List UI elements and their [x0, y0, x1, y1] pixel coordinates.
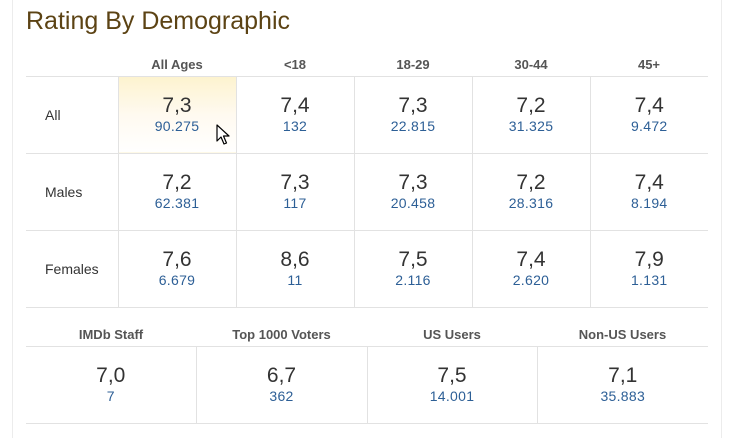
rating-value: 7,3 [280, 171, 310, 194]
rating-value: 7,4 [634, 171, 664, 194]
rating-value: 7,1 [608, 364, 638, 387]
user-group-header-row: IMDb Staff Top 1000 Voters US Users Non-… [26, 324, 708, 347]
rating-cell: 7,2 31.325 [471, 76, 590, 154]
rating-cell: 8,6 11 [235, 230, 354, 308]
votes-link[interactable]: 14.001 [429, 388, 475, 404]
age-header-18-29: 18-29 [354, 54, 472, 77]
row-label: Females [26, 230, 118, 308]
rating-cell: 7,3 20.458 [353, 153, 472, 231]
votes-link[interactable]: 9.472 [630, 118, 668, 134]
rating-cell: 7,3 117 [235, 153, 354, 231]
votes-link[interactable]: 35.883 [600, 388, 646, 404]
age-header-row: All Ages <18 18-29 30-44 45+ [26, 54, 708, 77]
mouse-pointer-icon [216, 124, 230, 145]
header-non-us-users: Non-US Users [537, 324, 708, 347]
row-label: Males [26, 153, 118, 231]
rating-value: 7,2 [516, 94, 546, 117]
rating-cell: 7,2 62.381 [117, 153, 236, 231]
rating-value: 7,6 [162, 248, 192, 271]
table-row-females: Females 7,6 6.679 8,6 11 7,5 2.116 7,4 2.620… [26, 230, 708, 308]
votes-link[interactable]: 31.325 [508, 118, 554, 134]
rating-cell: 7,3 90.275 [117, 76, 236, 154]
age-header-30-44: 30-44 [472, 54, 590, 77]
rating-value: 7,3 [398, 94, 428, 117]
rating-cell: 7,6 6.679 [117, 230, 236, 308]
votes-link[interactable]: 362 [269, 388, 294, 404]
votes-link[interactable]: 117 [283, 195, 307, 211]
votes-link[interactable]: 7 [106, 388, 115, 404]
age-header-under-18: <18 [236, 54, 354, 77]
votes-link[interactable]: 1.131 [630, 272, 668, 288]
votes-link[interactable]: 2.116 [395, 272, 431, 288]
rating-cell: 7,2 28.316 [471, 153, 590, 231]
table-row-all: All 7,3 90.275 7,4 132 7,3 22.815 7,2 31.325… [26, 76, 708, 154]
age-header-all-ages: All Ages [118, 54, 236, 77]
rating-value: 6,7 [266, 364, 297, 387]
rating-value: 7,0 [96, 364, 126, 387]
rating-value: 7,4 [516, 248, 546, 271]
votes-link[interactable]: 8.194 [630, 195, 668, 211]
demographic-table: All Ages <18 18-29 30-44 45+ All 7,3 90.2… [26, 54, 708, 308]
rating-value: 7,4 [280, 94, 310, 117]
rating-cell: 7,1 35.883 [536, 346, 708, 424]
header-imdb-staff: IMDb Staff [26, 324, 196, 347]
header-top-1000-voters: Top 1000 Voters [196, 324, 367, 347]
rating-cell: 7,4 9.472 [589, 76, 708, 154]
rating-value: 7,2 [162, 171, 192, 194]
row-label: All [26, 76, 118, 154]
rating-cell: 7,0 7 [26, 346, 196, 424]
rating-value: 7,5 [437, 364, 467, 387]
votes-link[interactable]: 28.316 [508, 195, 554, 211]
rating-by-demographic-panel: Rating By Demographic All Ages <18 18-29… [12, 0, 722, 438]
rating-value: 7,3 [398, 171, 428, 194]
rating-value: 7,2 [516, 171, 546, 194]
votes-link[interactable]: 22.815 [390, 118, 436, 134]
rating-value: 7,3 [162, 94, 192, 117]
votes-link[interactable]: 20.458 [390, 195, 436, 211]
rating-value: 7,9 [634, 248, 664, 271]
rating-value: 7,4 [634, 94, 664, 117]
section-title: Rating By Demographic [26, 7, 291, 35]
rating-cell: 7,5 2.116 [353, 230, 472, 308]
table-row-males: Males 7,2 62.381 7,3 117 7,3 20.458 7,2 28.3… [26, 153, 708, 231]
votes-link[interactable]: 11 [287, 272, 303, 288]
rating-cell: 6,7 362 [195, 346, 367, 424]
rating-cell: 7,3 22.815 [353, 76, 472, 154]
rating-cell: 7,5 14.001 [366, 346, 537, 424]
votes-link[interactable]: 62.381 [154, 195, 200, 211]
votes-link[interactable]: 6.679 [158, 272, 196, 288]
rating-cell: 7,4 132 [235, 76, 354, 154]
rating-cell: 7,9 1.131 [589, 230, 708, 308]
header-us-users: US Users [367, 324, 537, 347]
rating-value: 8,6 [280, 248, 310, 271]
age-header-45-plus: 45+ [590, 54, 708, 77]
votes-link[interactable]: 132 [282, 118, 308, 134]
rating-cell: 7,4 2.620 [471, 230, 590, 308]
row-label-header [26, 54, 118, 77]
user-groups-table: IMDb Staff Top 1000 Voters US Users Non-… [26, 324, 708, 424]
votes-link[interactable]: 90.275 [154, 118, 200, 134]
votes-link[interactable]: 2.620 [512, 272, 550, 288]
rating-value: 7,5 [398, 248, 428, 271]
table-row: 7,0 7 6,7 362 7,5 14.001 7,1 35.883 [26, 346, 708, 424]
rating-cell: 7,4 8.194 [589, 153, 708, 231]
